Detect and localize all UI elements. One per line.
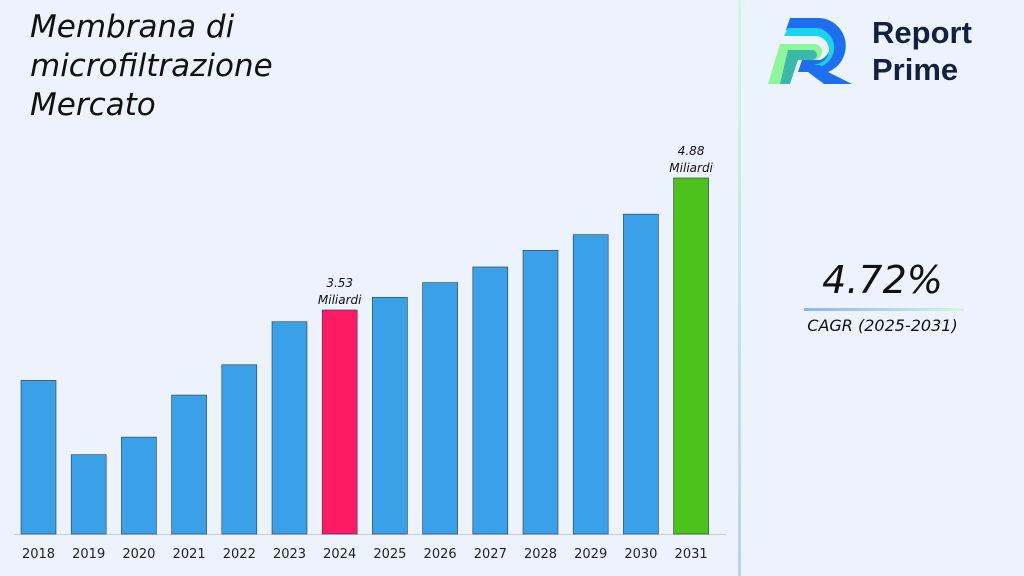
bar-2023: [271, 321, 308, 535]
x-tick-2024: 2024: [323, 547, 356, 562]
cagr-value: 4.72%: [822, 258, 943, 302]
title-line-1: Membrana di: [30, 9, 235, 45]
x-tick-2020: 2020: [122, 547, 155, 562]
data-label-unit-2024: Miliardi: [318, 293, 362, 307]
x-tick-2025: 2025: [373, 547, 406, 562]
x-tick-2018: 2018: [22, 547, 55, 562]
title-line-2: microfiltrazione: [30, 48, 273, 84]
brand-line-1: Report: [872, 15, 972, 50]
bar-2022: [221, 364, 258, 535]
x-tick-2028: 2028: [524, 547, 557, 562]
cagr-label: CAGR (2025-2031): [807, 316, 958, 335]
bar-2020: [121, 436, 157, 535]
data-label-unit-2031: Miliardi: [669, 161, 713, 175]
bar-2028: [522, 250, 559, 535]
bar-2031: [673, 177, 709, 535]
data-label-value-2024: 3.53: [326, 276, 353, 290]
report-prime-logo-icon: [768, 18, 852, 84]
x-tick-2029: 2029: [574, 547, 607, 562]
x-tick-2019: 2019: [72, 547, 105, 562]
chart-title: Membrana di microfiltrazione Mercato: [30, 8, 273, 125]
bar-2024: [321, 309, 358, 535]
bar-2026: [422, 282, 458, 535]
x-tick-2021: 2021: [173, 547, 206, 562]
x-tick-2031: 2031: [675, 547, 708, 562]
bar-2027: [472, 266, 509, 535]
bar-2019: [70, 454, 107, 535]
x-tick-2030: 2030: [624, 547, 657, 562]
brand-name: Report Prime: [872, 14, 972, 88]
cagr-underline: [804, 308, 964, 311]
bar-2021: [171, 394, 207, 535]
bar-2030: [623, 213, 659, 535]
data-label-value-2031: 4.88: [678, 144, 705, 158]
x-tick-2023: 2023: [273, 547, 306, 562]
brand-line-2: Prime: [872, 52, 959, 87]
x-tick-2026: 2026: [424, 547, 457, 562]
bar-2018: [20, 380, 57, 535]
bar-chart: 2018 2019 2020 2021 2022 2023 2024 3.53 Miliardi…: [14, 144, 726, 562]
x-tick-2022: 2022: [223, 547, 256, 562]
bar-2025: [372, 296, 408, 535]
bar-2029: [572, 234, 609, 535]
x-tick-2027: 2027: [474, 547, 507, 562]
title-line-3: Mercato: [30, 87, 156, 123]
divider: [738, 0, 741, 576]
